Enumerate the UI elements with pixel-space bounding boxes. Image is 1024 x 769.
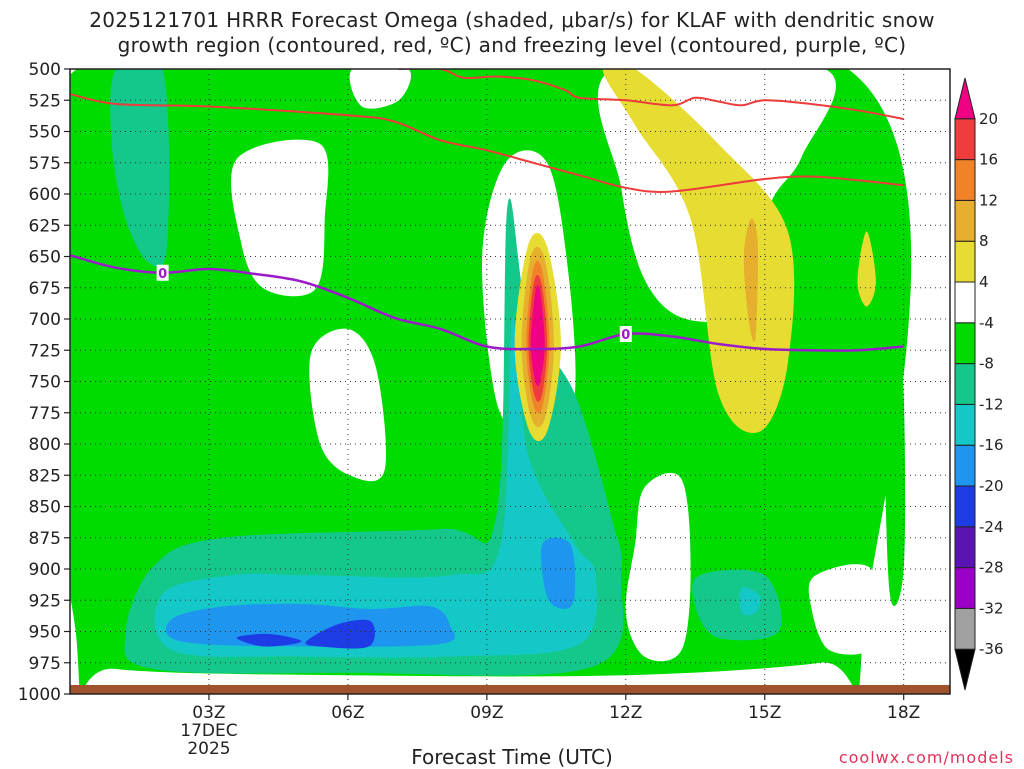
omega-region-9 — [110, 69, 170, 268]
y-axis: 500 525 550 575 600 625 650 675 700 725 750 775 800 8… — [18, 60, 70, 705]
freezing-label-bg — [156, 264, 169, 281]
y-tick-label: 875 — [29, 529, 61, 549]
x-tick-label: 09Z — [470, 703, 503, 723]
omega-region-25 — [530, 284, 545, 387]
colorbar-label: -32 — [979, 599, 1004, 617]
y-tick-label: 775 — [29, 404, 61, 424]
y-tick-label: 750 — [29, 373, 61, 393]
colorbar-label: -8 — [979, 355, 994, 373]
colorbar-bin — [954, 240, 976, 283]
colorbar-label: -28 — [979, 559, 1004, 577]
freezing-level-contour — [70, 254, 904, 352]
omega-region-15 — [540, 537, 576, 610]
x-axis-label: Forecast Time (UTC) — [411, 745, 613, 769]
colorbar-label: -4 — [979, 314, 994, 332]
omega-region-12 — [154, 317, 598, 658]
omega-region-16 — [236, 633, 302, 647]
colorbar-bin — [954, 567, 976, 609]
omega-shading — [70, 69, 912, 694]
y-tick-label: 850 — [29, 498, 61, 518]
y-tick-label: 700 — [29, 310, 61, 330]
y-tick-label: 500 — [29, 60, 61, 80]
grid-lines — [70, 69, 950, 694]
y-tick-label: 675 — [29, 279, 61, 299]
colorbar: -36 -32 -28 -24 -20 -16 -12 -8 -4 4 8 12 16 20 — [954, 77, 1004, 691]
colorbar-bin — [954, 159, 976, 201]
colorbar-bin — [954, 77, 976, 120]
omega-region-2 — [231, 139, 329, 297]
omega-region-18 — [602, 69, 795, 433]
dgz-contour-0 — [70, 93, 904, 193]
colorbar-label: -24 — [979, 518, 1004, 536]
x-tick-label: 03Z — [192, 703, 225, 723]
y-tick-label: 950 — [29, 623, 61, 643]
y-tick-label: 550 — [29, 123, 61, 143]
y-tick-label: 725 — [29, 341, 61, 361]
y-tick-label: 1000 — [18, 685, 61, 705]
omega-region-21 — [743, 218, 759, 343]
colorbar-bin — [954, 485, 976, 528]
colorbar-label: 16 — [979, 151, 998, 169]
colorbar-bin — [954, 607, 976, 650]
credit-text: coolwx.com/models — [838, 748, 1014, 767]
colorbar-label: -20 — [979, 477, 1004, 495]
omega-region-11 — [692, 569, 782, 641]
colorbar-bin — [954, 281, 976, 324]
colorbar-label: 20 — [979, 110, 998, 128]
y-tick-label: 825 — [29, 466, 61, 486]
omega-region-14 — [165, 603, 456, 647]
x-tick-label: 06Z — [331, 703, 364, 723]
omega-region-6 — [349, 69, 411, 109]
y-tick-label: 975 — [29, 654, 61, 674]
colorbar-bin — [954, 526, 976, 569]
chart-title-line-2: growth region (contoured, red, ºC) and f… — [117, 33, 907, 57]
colorbar-bin — [954, 403, 976, 446]
colorbar-bin — [954, 648, 976, 691]
colorbar-label: 8 — [979, 232, 989, 250]
x-tick-date-label: 17DEC — [180, 721, 237, 741]
omega-region-8 — [808, 564, 881, 655]
colorbar-label: -16 — [979, 436, 1004, 454]
colorbar-bin — [954, 322, 976, 365]
x-tick-label: 15Z — [748, 703, 781, 723]
colorbar-label: -36 — [979, 640, 1004, 658]
colorbar-label: 4 — [979, 273, 989, 291]
x-tick-label: 12Z — [609, 703, 642, 723]
y-tick-label: 575 — [29, 154, 61, 174]
y-tick-label: 625 — [29, 216, 61, 236]
omega-region-17 — [305, 619, 375, 649]
colorbar-label: -12 — [979, 395, 1004, 413]
y-tick-label: 525 — [29, 91, 61, 111]
x-tick-label: 18Z — [887, 703, 920, 723]
freezing-level-label: 0 — [621, 328, 630, 343]
x-tick-date-label: 2025 — [187, 739, 230, 759]
colorbar-bin — [954, 444, 976, 487]
y-tick-label: 650 — [29, 248, 61, 268]
y-tick-label: 800 — [29, 435, 61, 455]
colorbar-label: 12 — [979, 191, 998, 209]
omega-region-7 — [625, 472, 691, 662]
y-tick-label: 925 — [29, 591, 61, 611]
omega-region-19 — [857, 231, 876, 307]
y-tick-label: 600 — [29, 185, 61, 205]
colorbar-bin — [954, 363, 976, 405]
chart-title-line-1: 2025121701 HRRR Forecast Omega (shaded, … — [89, 8, 935, 32]
ground-surface — [70, 685, 950, 694]
dgz-contour-1 — [398, 69, 904, 120]
y-tick-label: 900 — [29, 560, 61, 580]
freezing-level-label: 0 — [158, 267, 167, 282]
omega-region-13 — [739, 587, 761, 616]
colorbar-bin — [954, 199, 976, 242]
contour-lines: 00 — [70, 69, 904, 352]
colorbar-bin — [954, 118, 976, 161]
freezing-label-bg — [619, 326, 632, 342]
